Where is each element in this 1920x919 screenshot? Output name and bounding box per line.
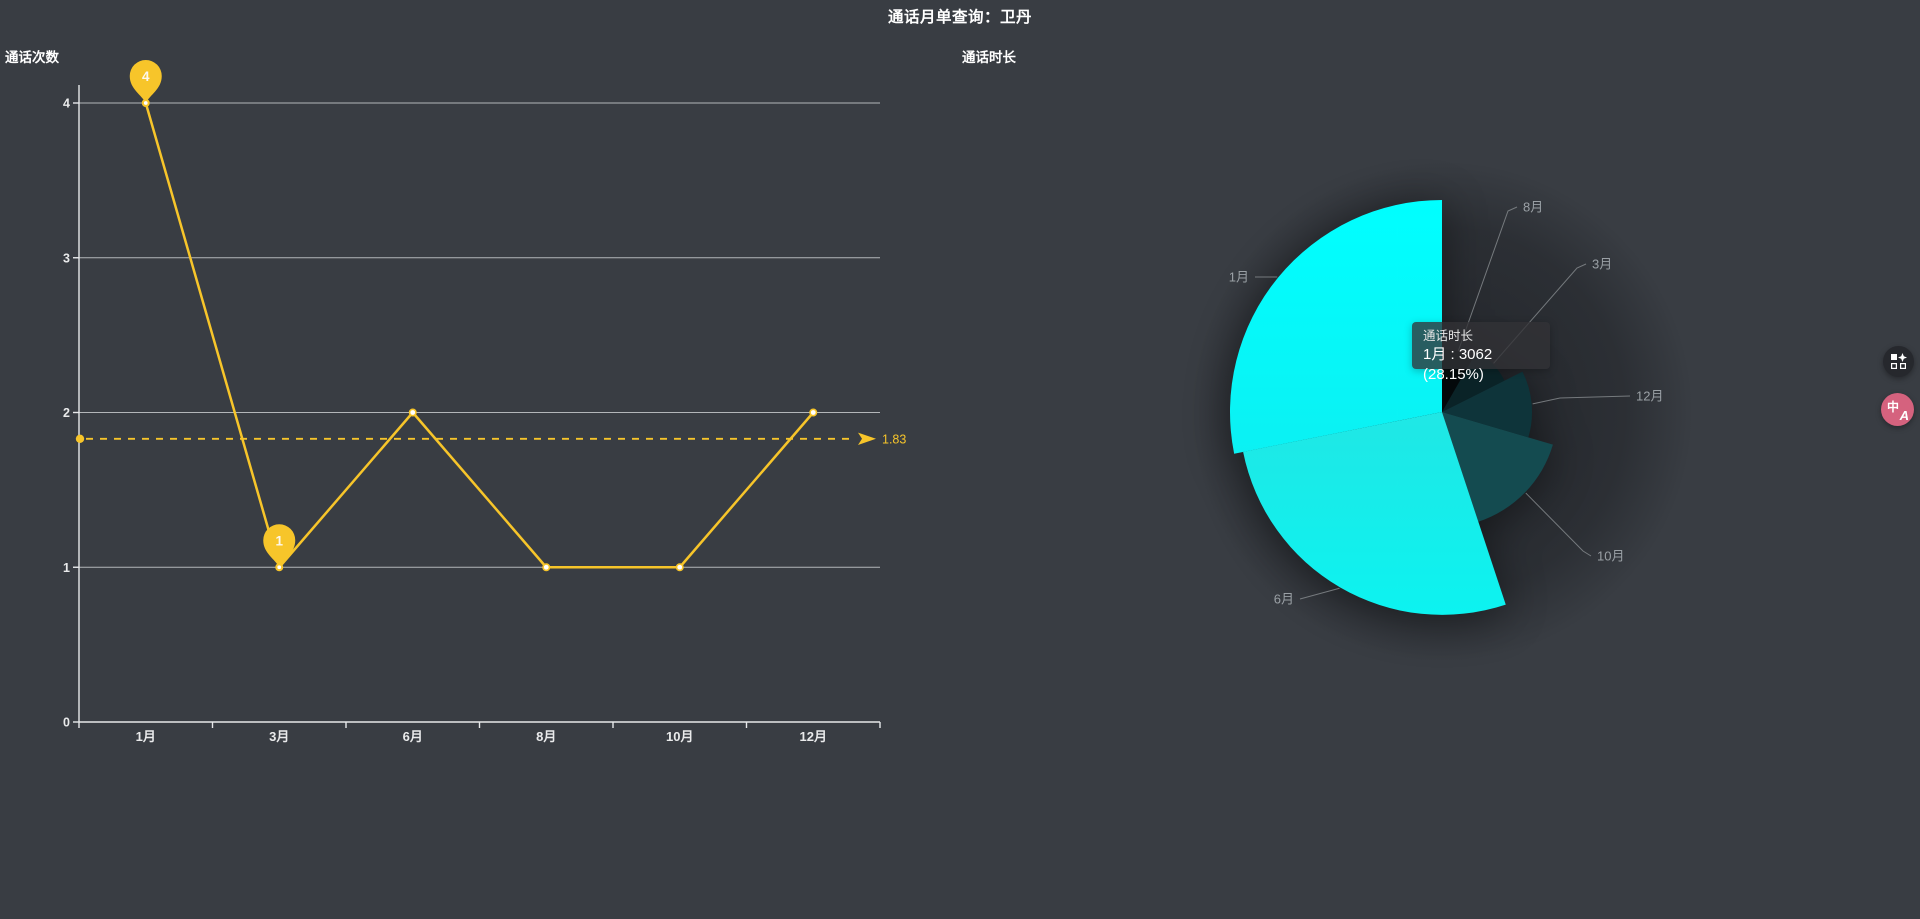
page-title: 通话月单查询：卫丹 — [887, 9, 1032, 26]
apps-sparkle-icon — [1891, 353, 1907, 370]
svg-text:12月: 12月 — [1636, 389, 1663, 404]
svg-text:1: 1 — [63, 561, 70, 575]
svg-text:4: 4 — [63, 97, 70, 111]
svg-text:1月: 1月 — [136, 729, 156, 744]
svg-text:1.83: 1.83 — [882, 432, 906, 446]
svg-text:0: 0 — [63, 716, 70, 730]
pie-chart-title: 通话时长 — [962, 50, 1016, 65]
svg-text:3: 3 — [63, 251, 70, 265]
tooltip-series-name: 通话时长 — [1423, 329, 1474, 343]
svg-text:2: 2 — [63, 406, 70, 420]
svg-text:3月: 3月 — [269, 729, 289, 744]
translate-button[interactable]: 中 A — [1881, 393, 1914, 426]
svg-text:6月: 6月 — [1274, 592, 1294, 607]
call-count-line-chart[interactable]: 0 1 2 3 4 1月 3月 6月 8月 10月 12月 1.83 4 1 — [0, 0, 940, 790]
svg-text:8月: 8月 — [1523, 200, 1543, 215]
svg-text:1: 1 — [275, 533, 283, 548]
svg-text:6月: 6月 — [403, 729, 423, 744]
svg-text:12月: 12月 — [800, 729, 827, 744]
tooltip-value: 1月 : 3062 (28.15%) — [1423, 346, 1493, 383]
svg-text:3月: 3月 — [1592, 257, 1612, 272]
svg-text:1月: 1月 — [1229, 270, 1249, 285]
svg-text:4: 4 — [142, 69, 150, 84]
extension-button[interactable] — [1883, 346, 1914, 377]
line-chart-title: 通话次数 — [5, 50, 59, 65]
pie-tooltip: 通话时长 1月 : 3062 (28.15%) — [1412, 322, 1550, 383]
svg-text:8月: 8月 — [536, 729, 556, 744]
svg-text:10月: 10月 — [666, 729, 693, 744]
translate-icon: 中 — [1887, 400, 1900, 414]
svg-text:10月: 10月 — [1597, 549, 1624, 564]
